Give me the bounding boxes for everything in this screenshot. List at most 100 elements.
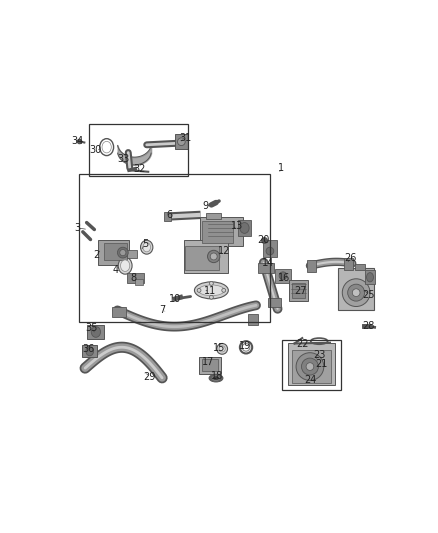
Text: 23: 23 bbox=[313, 350, 325, 360]
Ellipse shape bbox=[117, 247, 128, 258]
Text: 19: 19 bbox=[239, 341, 251, 351]
Ellipse shape bbox=[222, 288, 226, 292]
Bar bbox=[103, 243, 127, 260]
Text: 27: 27 bbox=[294, 286, 307, 296]
Text: 25: 25 bbox=[362, 290, 375, 300]
Ellipse shape bbox=[118, 257, 132, 274]
Text: 34: 34 bbox=[71, 136, 84, 146]
Bar bbox=[127, 251, 137, 258]
Text: 12: 12 bbox=[218, 246, 230, 256]
Bar bbox=[258, 263, 274, 273]
Ellipse shape bbox=[348, 284, 364, 301]
Ellipse shape bbox=[352, 289, 360, 296]
Bar bbox=[202, 359, 218, 371]
Text: 26: 26 bbox=[344, 253, 356, 263]
Bar bbox=[79, 174, 270, 322]
Ellipse shape bbox=[306, 363, 314, 370]
Bar bbox=[339, 268, 374, 310]
Bar bbox=[344, 258, 353, 270]
Ellipse shape bbox=[266, 247, 274, 255]
Ellipse shape bbox=[217, 343, 228, 354]
Bar bbox=[199, 357, 221, 374]
Text: 9: 9 bbox=[202, 201, 208, 212]
Text: 1: 1 bbox=[278, 163, 284, 173]
Text: 7: 7 bbox=[159, 305, 165, 316]
Text: 21: 21 bbox=[315, 359, 328, 369]
Bar bbox=[184, 240, 228, 273]
Ellipse shape bbox=[141, 240, 153, 254]
Bar bbox=[200, 217, 243, 246]
Ellipse shape bbox=[194, 282, 228, 299]
Text: 35: 35 bbox=[85, 323, 97, 333]
Ellipse shape bbox=[209, 295, 213, 299]
Text: 24: 24 bbox=[304, 375, 316, 385]
Bar bbox=[268, 298, 282, 308]
Bar bbox=[202, 221, 233, 243]
Text: 15: 15 bbox=[213, 343, 225, 353]
Text: 18: 18 bbox=[212, 371, 224, 381]
Ellipse shape bbox=[279, 272, 287, 280]
Ellipse shape bbox=[208, 251, 220, 263]
Ellipse shape bbox=[301, 358, 318, 375]
Ellipse shape bbox=[86, 346, 94, 356]
Text: 30: 30 bbox=[90, 145, 102, 155]
Ellipse shape bbox=[91, 327, 100, 337]
Ellipse shape bbox=[120, 249, 126, 256]
Ellipse shape bbox=[210, 253, 217, 260]
Text: 6: 6 bbox=[167, 210, 173, 220]
Text: 13: 13 bbox=[231, 221, 244, 231]
Text: 28: 28 bbox=[362, 321, 374, 331]
Bar bbox=[282, 340, 341, 391]
Bar bbox=[112, 306, 126, 317]
Bar bbox=[164, 212, 171, 221]
Bar bbox=[365, 270, 374, 284]
Bar bbox=[292, 350, 331, 383]
Ellipse shape bbox=[240, 223, 249, 233]
Text: 20: 20 bbox=[258, 235, 270, 245]
Bar bbox=[135, 279, 143, 285]
Text: 32: 32 bbox=[133, 164, 145, 174]
Ellipse shape bbox=[197, 288, 201, 292]
Text: 17: 17 bbox=[202, 357, 215, 367]
Bar bbox=[185, 246, 219, 270]
Text: 5: 5 bbox=[142, 239, 148, 249]
Bar bbox=[288, 343, 336, 385]
Text: 36: 36 bbox=[82, 344, 94, 354]
Ellipse shape bbox=[198, 285, 224, 296]
Text: 3: 3 bbox=[74, 223, 81, 233]
Bar bbox=[355, 264, 365, 270]
Ellipse shape bbox=[143, 243, 151, 252]
Text: 2: 2 bbox=[93, 250, 99, 260]
Ellipse shape bbox=[367, 273, 374, 282]
Bar bbox=[206, 213, 221, 220]
Bar bbox=[88, 325, 104, 339]
Ellipse shape bbox=[219, 346, 225, 352]
Bar bbox=[89, 124, 187, 176]
Ellipse shape bbox=[120, 260, 130, 271]
Text: 29: 29 bbox=[144, 372, 156, 382]
Ellipse shape bbox=[342, 279, 370, 306]
Text: 33: 33 bbox=[117, 155, 130, 165]
Bar bbox=[127, 273, 145, 284]
Text: 8: 8 bbox=[131, 273, 137, 283]
Bar bbox=[307, 260, 316, 272]
Text: 11: 11 bbox=[204, 286, 216, 296]
Text: 22: 22 bbox=[296, 339, 308, 349]
Text: 4: 4 bbox=[113, 264, 119, 274]
Text: 31: 31 bbox=[179, 133, 191, 143]
Bar bbox=[82, 345, 97, 357]
Bar bbox=[292, 282, 304, 298]
Bar bbox=[98, 240, 129, 265]
Ellipse shape bbox=[209, 281, 213, 285]
Text: 14: 14 bbox=[262, 257, 275, 268]
Bar bbox=[238, 220, 251, 236]
Bar bbox=[247, 314, 258, 325]
Ellipse shape bbox=[177, 138, 185, 146]
Ellipse shape bbox=[212, 376, 220, 381]
Ellipse shape bbox=[296, 353, 324, 381]
Text: 16: 16 bbox=[278, 273, 290, 283]
Ellipse shape bbox=[209, 374, 223, 382]
Bar bbox=[263, 240, 277, 257]
Text: 10: 10 bbox=[169, 294, 181, 304]
Bar bbox=[275, 269, 291, 282]
